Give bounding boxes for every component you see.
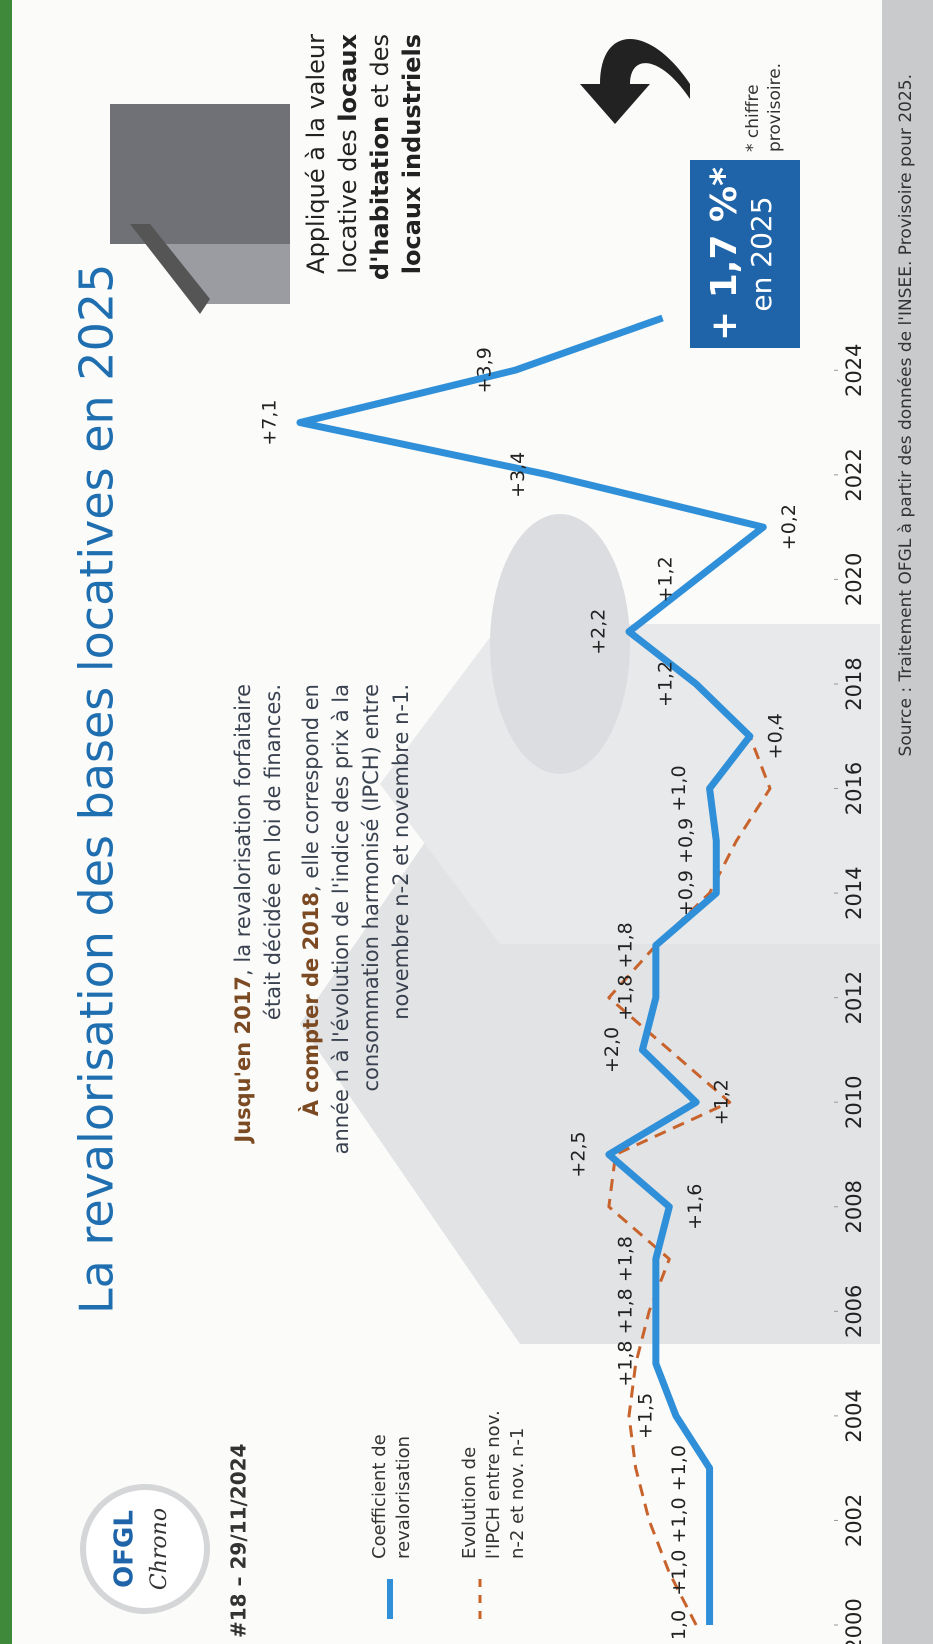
side-text: et des xyxy=(366,34,394,116)
value-label: +1,2 xyxy=(655,556,677,602)
x-tick-label: 2022 xyxy=(842,448,866,501)
background-illustration xyxy=(300,514,880,1344)
value-label: +1,8 xyxy=(614,1288,636,1334)
value-label: +0,9 xyxy=(675,818,697,864)
legend-label: Coefficient de revalorisation xyxy=(369,1434,414,1559)
value-label: +3,4 xyxy=(507,452,529,498)
legend-label: Evolution de l'IPCH entre nov. n-2 et no… xyxy=(459,1410,528,1559)
series-line xyxy=(607,682,772,1626)
side-note: Appliqué à la valeur locative des locaux… xyxy=(300,34,428,324)
highlight-sub: en 2025 xyxy=(745,196,778,312)
value-label: +1,8 xyxy=(614,1341,636,1387)
x-tick-label: 2002 xyxy=(842,1494,866,1547)
value-label: +2,5 xyxy=(567,1131,589,1177)
x-tick-label: 2014 xyxy=(842,866,866,919)
house-icon xyxy=(110,104,290,314)
issue: #18 – 29/11/2024 xyxy=(227,1444,251,1638)
top-band xyxy=(0,0,12,1644)
value-label: +1,0 xyxy=(668,1550,690,1596)
legend-box: Evolution de l'IPCH entre nov. n-2 et no… xyxy=(459,1410,528,1559)
chart-title: La revalorisation des bases locatives en… xyxy=(70,264,124,1314)
logo: OFGL xyxy=(110,1510,140,1588)
x-tick-label: 2020 xyxy=(842,553,866,606)
value-label: +1,0 xyxy=(668,1445,690,1491)
value-label: +2,2 xyxy=(588,609,610,655)
note-text: Jusqu'en 2017 xyxy=(231,975,255,1143)
legend-box: Coefficient de revalorisation xyxy=(369,1434,414,1559)
value-label: +0,9 xyxy=(675,870,697,916)
value-label: +1,5 xyxy=(635,1393,657,1439)
value-label: +0,2 xyxy=(778,504,800,550)
x-tick-label: 2006 xyxy=(842,1285,866,1338)
value-label: +2,0 xyxy=(601,1027,623,1073)
value-label: +7,1 xyxy=(259,399,281,445)
x-tick-label: 2000 xyxy=(842,1598,866,1644)
x-tick-label: 2016 xyxy=(842,762,866,815)
x-tick-label: 2012 xyxy=(842,971,866,1024)
footnote: * chiffre provisoire. xyxy=(743,62,785,152)
notes: Jusqu'en 2017, la revalorisation forfait… xyxy=(228,684,424,1164)
value-label: 1,0 xyxy=(668,1610,690,1640)
value-label: +1,8 xyxy=(614,975,636,1021)
highlight-value: + 1,7 %* xyxy=(704,167,745,341)
value-label: +3,9 xyxy=(473,347,495,393)
logo-ring xyxy=(80,1484,210,1614)
logo-sub: Chrono xyxy=(147,1508,172,1590)
value-label: +1,8 xyxy=(614,1236,636,1282)
x-tick-label: 2004 xyxy=(842,1389,866,1442)
x-tick-label: 2024 xyxy=(842,344,866,397)
x-tick-label: 2018 xyxy=(842,657,866,710)
value-label: +1,8 xyxy=(614,922,636,968)
value-label: +1,2 xyxy=(711,1079,733,1125)
source: Source : Traitement OFGL à partir des do… xyxy=(896,74,916,757)
value-label: +1,0 xyxy=(668,1497,690,1543)
value-label: +1,6 xyxy=(684,1184,706,1230)
arrow xyxy=(580,39,690,124)
value-label: +0,4 xyxy=(764,713,786,759)
note: À compter de 2018, elle correspond en an… xyxy=(296,684,416,1164)
series-line xyxy=(296,314,767,1625)
x-tick-label: 2010 xyxy=(842,1075,866,1128)
value-label: +1,2 xyxy=(655,661,677,707)
note-text: , la revalorisation forfaitaire était dé… xyxy=(231,684,285,1021)
source-band xyxy=(882,0,933,1644)
note-text: À compter de 2018 xyxy=(299,891,323,1117)
highlight-box: + 1,7 %* en 2025 xyxy=(690,160,800,348)
note: Jusqu'en 2017, la revalorisation forfait… xyxy=(228,684,288,1164)
x-tick-label: 2008 xyxy=(842,1180,866,1233)
side-text: locaux industriels xyxy=(398,34,426,275)
value-label: +1,0 xyxy=(668,765,690,811)
